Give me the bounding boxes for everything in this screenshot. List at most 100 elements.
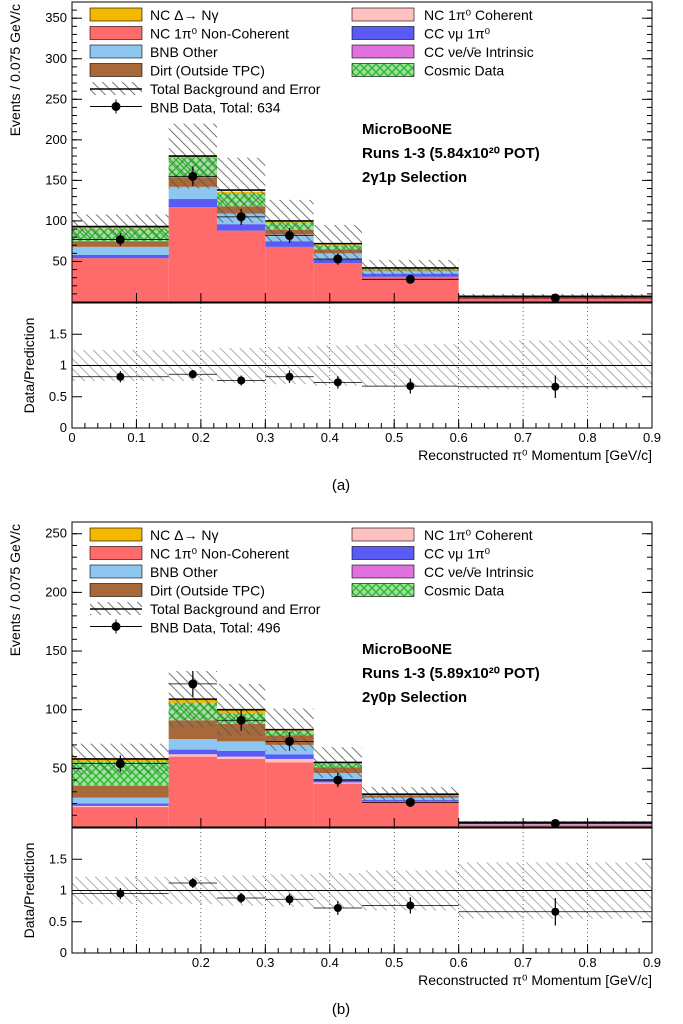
- histogram-bar: [72, 797, 169, 804]
- legend-swatch: [351, 63, 415, 77]
- legend-swatch: [89, 44, 143, 59]
- legend-swatch: [89, 546, 143, 560]
- y-axis-label: Events / 0.075 GeV/c: [7, 524, 23, 656]
- legend-label: CC νμ 1π⁰: [424, 546, 491, 562]
- legend-label: Total Background and Error: [150, 81, 321, 97]
- ratio-y-tick-label: 0: [60, 945, 67, 960]
- histogram-bar: [265, 762, 314, 827]
- ratio-point: [551, 907, 560, 916]
- x-tick-label: 0.9: [643, 955, 661, 970]
- legend-swatch: [351, 546, 415, 560]
- ratio-point: [237, 894, 246, 902]
- ratio-y-tick-label: 1: [60, 883, 67, 898]
- legend-swatch: [89, 26, 143, 40]
- y-tick-label: 100: [45, 213, 67, 228]
- legend-swatch: [89, 63, 143, 77]
- data-point: [405, 797, 415, 807]
- legend-swatch: [351, 44, 415, 59]
- x-tick-label: 0.3: [256, 955, 274, 970]
- legend-label: CC νe/ν̄e Intrinsic: [424, 564, 534, 580]
- histogram-bar: [217, 741, 266, 751]
- legend-swatch: [351, 26, 415, 40]
- histogram-bar: [168, 186, 217, 200]
- histogram-bar: [265, 246, 314, 302]
- y-tick-label: 200: [45, 584, 67, 599]
- y-tick-label: 250: [45, 526, 67, 541]
- x-tick-label: 0.5: [385, 955, 403, 970]
- legend-marker: [111, 102, 121, 111]
- data-point: [333, 775, 343, 785]
- histogram-bar: [72, 254, 169, 259]
- histogram-bar: [217, 224, 266, 231]
- data-point: [115, 235, 125, 245]
- data-point: [188, 171, 198, 181]
- ratio-y-tick-label: 0.5: [49, 914, 67, 929]
- x-tick-label: 0.8: [579, 955, 597, 970]
- ratio-point: [406, 901, 415, 910]
- legend-label: CC νe/ν̄e Intrinsic: [424, 44, 534, 60]
- data-point: [285, 736, 294, 746]
- annotation-line: MicroBooNE: [362, 121, 452, 138]
- y-tick-label: 150: [45, 643, 67, 658]
- histogram-bar: [168, 754, 217, 757]
- data-point: [550, 818, 560, 828]
- legend-label: BNB Data, Total: 634: [150, 100, 281, 116]
- ratio-point: [406, 382, 415, 391]
- ratio-point: [116, 889, 125, 898]
- y-tick-label: 100: [45, 702, 67, 717]
- y-tick-label: 300: [45, 51, 67, 66]
- data-point: [236, 715, 246, 725]
- panel-caption: (a): [332, 477, 350, 494]
- histogram-bar: [72, 785, 169, 798]
- legend-swatch: [89, 527, 143, 542]
- data-point: [333, 254, 343, 264]
- legend-label: Dirt (Outside TPC): [150, 583, 265, 599]
- legend-swatch: [89, 583, 143, 597]
- x-tick-label: 0.6: [450, 430, 468, 445]
- legend-label: BNB Data, Total: 496: [150, 620, 281, 636]
- x-tick-label: 0.5: [385, 430, 403, 445]
- histogram-bar: [72, 803, 169, 806]
- legend-label: NC 1π⁰ Coherent: [424, 7, 533, 23]
- annotation-line: MicroBooNE: [362, 641, 452, 658]
- legend-label: Dirt (Outside TPC): [150, 63, 265, 79]
- ratio-point: [285, 372, 294, 381]
- annotation-line: 2γ1p Selection: [362, 169, 467, 186]
- x-tick-label: 0.7: [514, 955, 532, 970]
- y-tick-label: 350: [45, 10, 67, 25]
- legend-label: Cosmic Data: [424, 583, 504, 599]
- ratio-point: [188, 879, 197, 887]
- legend-swatch: [89, 7, 143, 22]
- legend-label: CC νμ 1π⁰: [424, 26, 491, 42]
- x-tick-label: 0.3: [256, 430, 274, 445]
- histogram-bar: [313, 263, 362, 302]
- legend-marker: [111, 622, 121, 631]
- ratio-point: [333, 378, 342, 387]
- legend-label: NC 1π⁰ Coherent: [424, 527, 533, 543]
- y-tick-label: 150: [45, 172, 67, 187]
- histogram-bar: [168, 739, 217, 750]
- histogram-bar: [72, 805, 169, 808]
- legend-label: BNB Other: [150, 44, 218, 60]
- data-point: [405, 274, 415, 284]
- data-point: [550, 293, 560, 303]
- panel-caption: (b): [332, 1001, 350, 1018]
- data-point: [115, 759, 125, 769]
- x-tick-label: 0.4: [321, 430, 339, 445]
- data-point: [188, 679, 198, 689]
- x-tick-label: 0.2: [192, 955, 210, 970]
- x-tick-label: 0.4: [321, 955, 339, 970]
- histogram-bar: [217, 750, 266, 757]
- histogram-bar: [168, 199, 217, 208]
- x-axis-label: Reconstructed π⁰ Momentum [GeV/c]: [418, 447, 652, 463]
- y-tick-label: 50: [53, 253, 67, 268]
- histogram-bar: [168, 756, 217, 827]
- histogram-bar: [217, 230, 266, 302]
- annotation-line: Runs 1-3 (5.84x10²⁰ POT): [362, 145, 540, 162]
- legend-label: NC Δ→ Nγ: [150, 527, 218, 543]
- ratio-point: [237, 376, 246, 385]
- legend-swatch: [89, 564, 143, 579]
- x-tick-label: 0.1: [127, 430, 145, 445]
